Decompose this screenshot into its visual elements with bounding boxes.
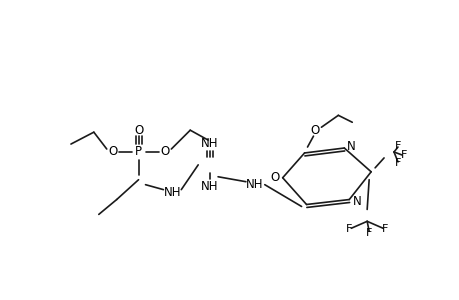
Text: NH: NH xyxy=(246,178,263,191)
Text: P: P xyxy=(135,146,142,158)
Text: N: N xyxy=(352,195,361,208)
Text: O: O xyxy=(269,171,279,184)
Text: N: N xyxy=(346,140,355,152)
Text: NH: NH xyxy=(201,180,218,193)
Text: NH: NH xyxy=(163,186,181,199)
Text: F: F xyxy=(345,224,352,234)
Text: F: F xyxy=(365,228,371,238)
Text: F: F xyxy=(394,158,400,168)
Text: NH: NH xyxy=(201,136,218,150)
Text: F: F xyxy=(394,141,400,151)
Text: F: F xyxy=(400,150,406,160)
Text: O: O xyxy=(160,146,170,158)
Text: O: O xyxy=(310,124,319,137)
Text: O: O xyxy=(134,124,143,137)
Text: F: F xyxy=(381,224,387,234)
Text: O: O xyxy=(108,146,117,158)
